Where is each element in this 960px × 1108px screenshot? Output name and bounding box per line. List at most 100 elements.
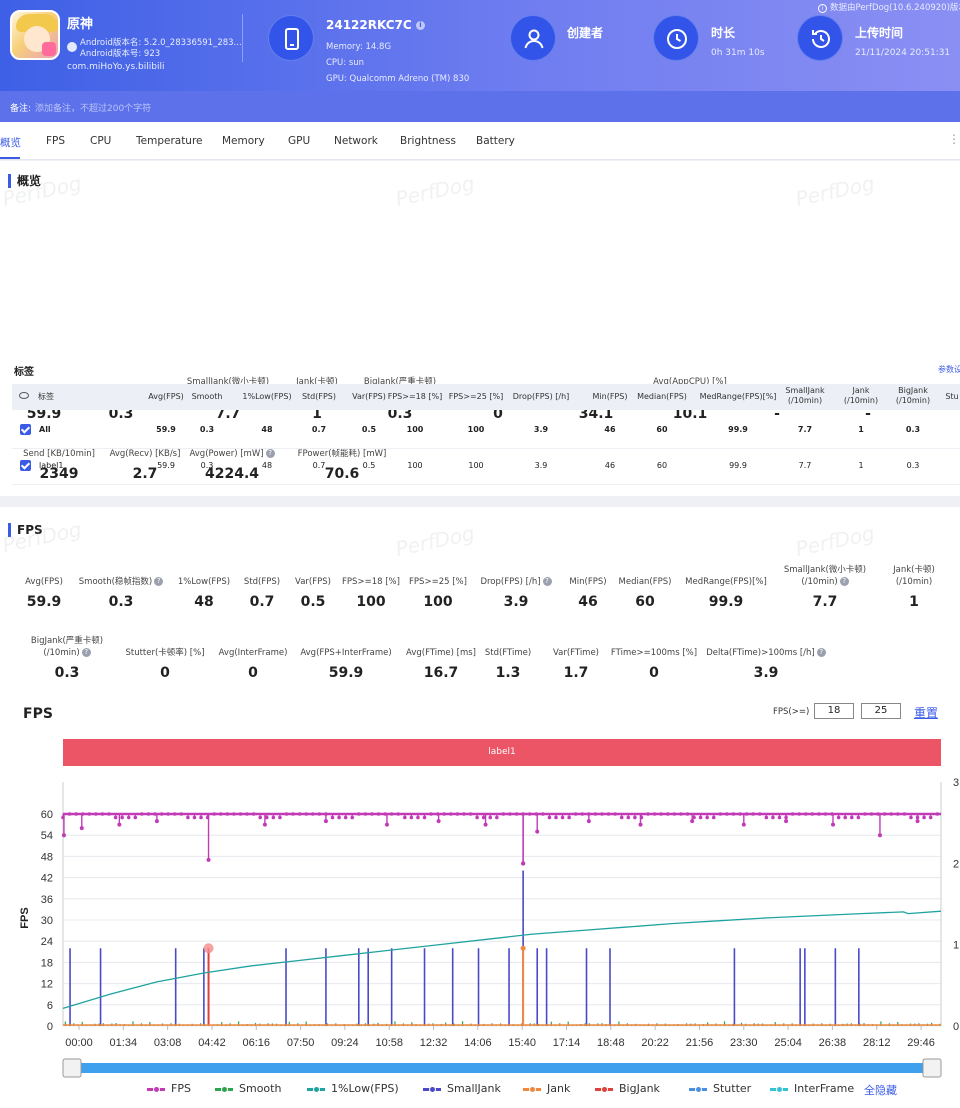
y-tick-label: 60 [41, 809, 53, 821]
metric-value: 70.6 [324, 466, 360, 482]
metric-value: 3.9 [753, 665, 779, 681]
metric-value: 48 [194, 594, 214, 610]
table-header-cell[interactable]: Drop(FPS) [/h] [496, 392, 586, 402]
watermark: PerfDog [793, 520, 877, 562]
fps-point [757, 812, 762, 816]
legend-item[interactable]: InterFrame [770, 1082, 854, 1095]
tab-network[interactable]: Network [334, 135, 378, 147]
fps-point [159, 812, 164, 816]
table-header-cell[interactable]: FPS>=18 [%] [370, 392, 460, 402]
low-fps-line [62, 910, 942, 1009]
legend-item[interactable]: Smooth [215, 1082, 281, 1095]
help-icon[interactable]: ? [839, 577, 849, 586]
x-tick-label: 06:16 [243, 1037, 271, 1049]
tab-brightness[interactable]: Brightness [400, 135, 456, 147]
hide-all-button[interactable]: 全隐藏 [864, 1084, 897, 1097]
fps-point [803, 812, 808, 816]
fps-point [278, 815, 282, 820]
legend-item[interactable]: Jank [523, 1082, 570, 1095]
metric: Delta(FTime)>100ms [/h]? 3.9 [706, 647, 826, 681]
fps-point [777, 815, 782, 820]
tab-memory[interactable]: Memory [222, 135, 265, 147]
metric-value: 0.3 [108, 406, 134, 422]
metric-value: 0 [248, 665, 258, 681]
remark-input[interactable]: 添加备注，不超过200个字符 [35, 104, 152, 114]
y-axis-label: FPS [19, 907, 31, 928]
fps-point [100, 812, 105, 816]
fps-point [475, 815, 479, 820]
y-tick-label: 30 [41, 915, 53, 927]
tab-fps[interactable]: FPS [46, 135, 66, 147]
tab-cpu[interactable]: CPU [90, 135, 112, 147]
legend-item[interactable]: BigJank [595, 1082, 660, 1095]
legend-item[interactable]: Stutter [689, 1082, 751, 1095]
tab-temperature[interactable]: Temperature [136, 135, 203, 147]
table-header-cell[interactable]: 1%Low(FPS) [222, 392, 312, 402]
fps-point [836, 815, 841, 820]
table-header-cell[interactable]: Var(FPS) [324, 392, 414, 402]
metric-value: 0.7 [249, 594, 275, 610]
help-icon[interactable]: ? [265, 449, 275, 458]
row-checkbox[interactable] [20, 424, 31, 435]
fps-point [593, 812, 598, 816]
table-cell: 48 [261, 461, 273, 470]
fps-point [481, 815, 486, 820]
fps-point [416, 815, 420, 820]
more-icon[interactable]: ⋮ [948, 132, 960, 146]
eye-icon[interactable] [19, 392, 29, 399]
help-icon[interactable]: ? [81, 648, 91, 657]
range-slider-handle-right[interactable] [922, 1058, 942, 1078]
metric-label: (/10min)? [7, 647, 127, 659]
info-icon[interactable]: i [415, 21, 425, 30]
table-header-cell[interactable]: Std(FPS) [274, 392, 364, 402]
fps-point [264, 815, 269, 820]
table-header-cell[interactable]: Min(FPS) [565, 392, 655, 402]
reset-button[interactable]: 重置 [914, 706, 939, 720]
metric-value: 3.9 [503, 594, 529, 610]
tab-overview[interactable]: 概览 [0, 137, 21, 149]
metric: BigJank(严重卡顿)(/10min)? 0.3 [7, 635, 127, 681]
x-tick-label: 28:12 [863, 1037, 891, 1049]
table-header-cell[interactable]: Avg(FPS) [121, 392, 211, 402]
fps-point [863, 812, 867, 816]
range-slider-handle-left[interactable] [62, 1058, 82, 1078]
table-header-cell[interactable]: BigJank (/10min) [868, 386, 958, 406]
metric: Smooth(稳帧指数)? 0.3 [61, 576, 181, 610]
labels-table-header: 标签 Avg(FPS) Smooth 1%Low(FPS) Std(FPS) Var(FP… [12, 384, 960, 410]
metric-label: Median(FPS) [618, 577, 672, 587]
help-icon[interactable]: ? [816, 648, 826, 657]
table-row-label: All [39, 425, 51, 434]
legend-item[interactable]: FPS [147, 1082, 191, 1095]
table-header-cell[interactable]: Jank (/10min) [816, 386, 906, 406]
table-header-cell[interactable]: Smooth [162, 392, 252, 402]
x-tick-label: 09:24 [331, 1037, 359, 1049]
help-icon[interactable]: ? [154, 577, 164, 586]
table-cell: 0.3 [905, 425, 921, 434]
metric: Var(FPS) 0.5 [253, 576, 373, 610]
fps-point [896, 812, 900, 816]
fps-point [560, 815, 565, 820]
table-header-cell[interactable]: Median(FPS) [617, 392, 707, 402]
report-header: 原神 Android版本名: 5.2.0_28336591_283... And… [0, 0, 960, 122]
table-header-cell[interactable]: 标签 [38, 392, 128, 402]
settings-link[interactable]: 参数设 [938, 365, 960, 374]
tab-gpu[interactable]: GPU [288, 135, 311, 147]
table-header-text: Median(FPS) [637, 392, 687, 401]
help-icon[interactable]: ? [542, 577, 552, 586]
fps-threshold-input-2[interactable]: 25 [861, 703, 901, 719]
table-header-cell[interactable]: SmallJank (/10min) [760, 386, 850, 406]
label-range-bar[interactable]: label1 [63, 739, 941, 766]
row-checkbox[interactable] [20, 460, 31, 471]
table-header-cell[interactable]: FPS>=25 [%] [431, 392, 521, 402]
fps-point [113, 815, 118, 820]
fps-point [232, 812, 236, 816]
metric-label: Std(FPS) [243, 577, 281, 587]
table-header-cell[interactable]: MedRange(FPS)[%] [693, 392, 783, 402]
table-header-cell[interactable]: Stu [907, 392, 960, 402]
legend-item[interactable]: 1%Low(FPS) [307, 1082, 399, 1095]
fps-threshold-input-1[interactable]: 18 [814, 703, 854, 719]
tab-battery[interactable]: Battery [476, 135, 515, 147]
legend-item[interactable]: SmallJank [423, 1082, 501, 1095]
metric-value: 7.7 [215, 406, 241, 422]
